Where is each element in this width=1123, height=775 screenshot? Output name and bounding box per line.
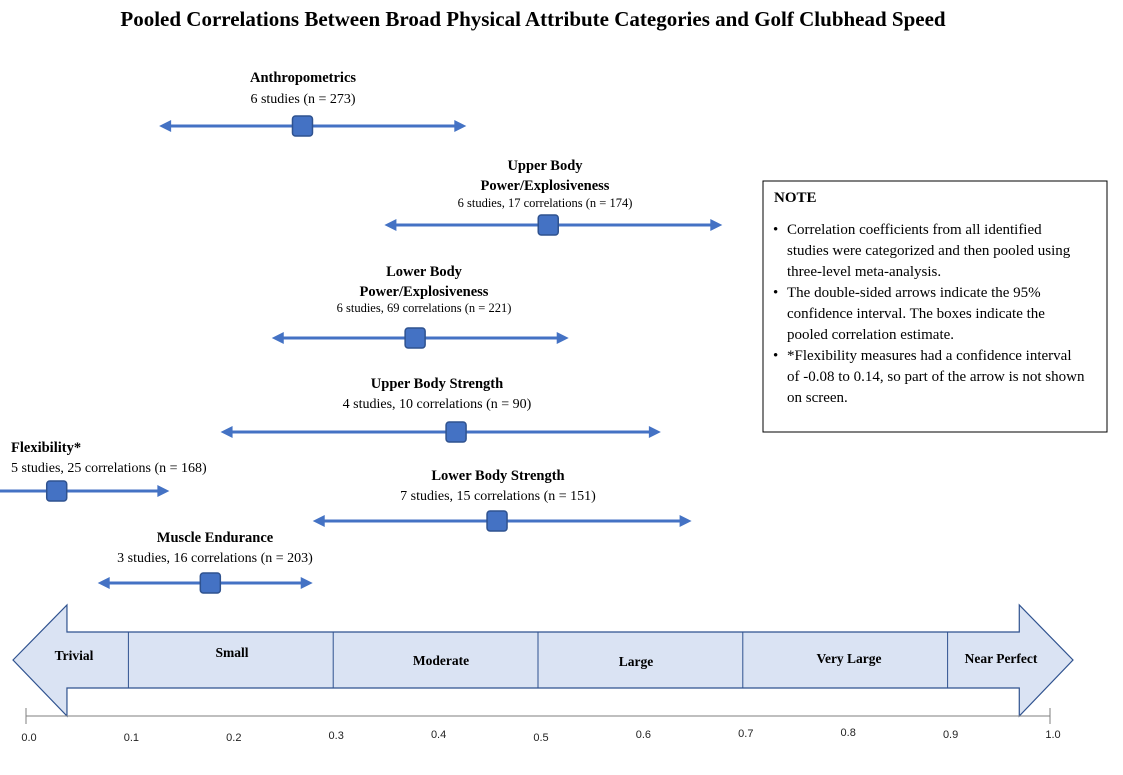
series-meta: 3 studies, 16 correlations (n = 203) xyxy=(117,551,313,566)
x-tick-label: 0.9 xyxy=(943,729,958,741)
interval-row: Lower Body Strength 7 studies, 15 correla… xyxy=(312,468,692,532)
x-tick-label: 0.0 xyxy=(21,732,36,744)
pooled-estimate-box xyxy=(404,327,426,349)
ci-lower-arrowhead xyxy=(312,515,325,527)
magnitude-zone: Very Large xyxy=(742,632,882,688)
magnitude-zone: Moderate xyxy=(332,632,469,688)
magnitude-zone: Trivial xyxy=(55,648,94,663)
series-name: Upper Body Power/Explosiveness xyxy=(481,158,610,194)
series-meta: 6 studies (n = 273) xyxy=(250,92,355,107)
ci-upper-arrowhead xyxy=(556,332,569,344)
zone-label: Small xyxy=(215,645,248,660)
x-axis: 0.0 0.1 0.2 0.3 0.4 0.5 0.6 0.7 0.8 0.9 1.0 xyxy=(21,708,1061,744)
pooled-estimate-box xyxy=(291,115,314,137)
series-name: Upper Body Strength xyxy=(371,376,503,392)
series-name: Muscle Endurance xyxy=(157,530,274,546)
x-tick-label: 0.2 xyxy=(226,732,241,744)
ci-upper-arrowhead xyxy=(157,485,170,497)
x-tick-label: 0.4 xyxy=(431,729,446,741)
series-name: Anthropometrics xyxy=(250,70,356,86)
note-title: NOTE xyxy=(774,190,817,206)
ci-upper-arrowhead xyxy=(679,515,692,527)
note-bullet: • Correlation coefficients from all ident… xyxy=(773,222,1071,280)
x-tick-label: 0.1 xyxy=(124,732,139,744)
interval-row: Anthropometrics 6 studies (n = 273) xyxy=(159,70,467,137)
magnitude-zone: Small xyxy=(127,632,249,688)
series-meta: 5 studies, 25 correlations (n = 168) xyxy=(11,461,207,476)
zone-label: Trivial xyxy=(55,648,94,663)
pooled-estimate-box xyxy=(486,510,508,532)
pooled-estimate-box xyxy=(537,214,559,236)
interval-row: Upper Body Power/Explosiveness 6 studies, … xyxy=(384,158,723,236)
bullet-dot: • xyxy=(773,348,778,364)
chart-title: Pooled Correlations Between Broad Physic… xyxy=(120,7,946,31)
ci-lower-arrowhead xyxy=(159,120,172,132)
series-meta: 6 studies, 17 correlations (n = 174) xyxy=(458,196,633,210)
note-bullet-text: The double-sided arrows indicate the 95%… xyxy=(787,285,1045,343)
zone-label: Moderate xyxy=(413,653,469,668)
pooled-estimate-box xyxy=(45,480,68,502)
interval-row: Flexibility* 5 studies, 25 correlations (… xyxy=(0,440,207,502)
x-tick-label: 1.0 xyxy=(1045,729,1060,741)
note-bullet-text: Correlation coefficients from all identi… xyxy=(787,222,1071,280)
zone-label: Large xyxy=(619,654,654,669)
ci-lower-arrowhead xyxy=(97,577,110,589)
series-meta: 4 studies, 10 correlations (n = 90) xyxy=(343,397,532,412)
ci-lower-arrowhead xyxy=(271,332,284,344)
note-bullet: • The double-sided arrows indicate the 95… xyxy=(773,285,1045,343)
magnitude-zone: Near Perfect xyxy=(947,632,1038,688)
x-tick-label: 0.7 xyxy=(738,728,753,740)
confidence-intervals: Anthropometrics 6 studies (n = 273) Upper … xyxy=(0,70,723,594)
zone-label: Very Large xyxy=(816,651,881,666)
interval-row: Muscle Endurance 3 studies, 16 correlatio… xyxy=(97,530,313,594)
series-name: Lower Body Strength xyxy=(431,468,564,484)
ci-upper-arrowhead xyxy=(454,120,467,132)
series-meta: 6 studies, 69 correlations (n = 221) xyxy=(337,301,512,315)
bullet-dot: • xyxy=(773,285,778,301)
series-name: Flexibility* xyxy=(11,440,81,456)
ci-upper-arrowhead xyxy=(300,577,313,589)
x-tick-label: 0.6 xyxy=(636,729,651,741)
x-tick-label: 0.8 xyxy=(841,727,856,739)
interval-row: Upper Body Strength 4 studies, 10 correla… xyxy=(220,376,661,443)
note-bullet: • *Flexibility measures had a confidence … xyxy=(773,348,1085,406)
note-bullets: • Correlation coefficients from all ident… xyxy=(773,222,1085,406)
magnitude-scale: Trivial Small Moderate Large Very Large Near … xyxy=(12,603,1074,718)
magnitude-zone: Large xyxy=(537,632,654,688)
bullet-dot: • xyxy=(773,222,778,238)
series-name: Lower Body Power/Explosiveness xyxy=(360,264,489,300)
ci-lower-arrowhead xyxy=(384,219,397,231)
ci-upper-arrowhead xyxy=(648,426,661,438)
x-tick-label: 0.3 xyxy=(329,730,344,742)
series-meta: 7 studies, 15 correlations (n = 151) xyxy=(400,489,596,504)
ci-lower-arrowhead xyxy=(220,426,233,438)
x-tick-label: 0.5 xyxy=(533,732,548,744)
scale-arrow-shape xyxy=(12,603,1074,718)
ci-upper-arrowhead xyxy=(710,219,723,231)
note-box: NOTE • Correlation coefficients from all … xyxy=(762,180,1108,433)
zone-label: Near Perfect xyxy=(965,651,1038,666)
pooled-estimate-box xyxy=(445,421,467,443)
note-bullet-text: *Flexibility measures had a confidence i… xyxy=(787,348,1085,406)
pooled-estimate-box xyxy=(199,572,222,594)
